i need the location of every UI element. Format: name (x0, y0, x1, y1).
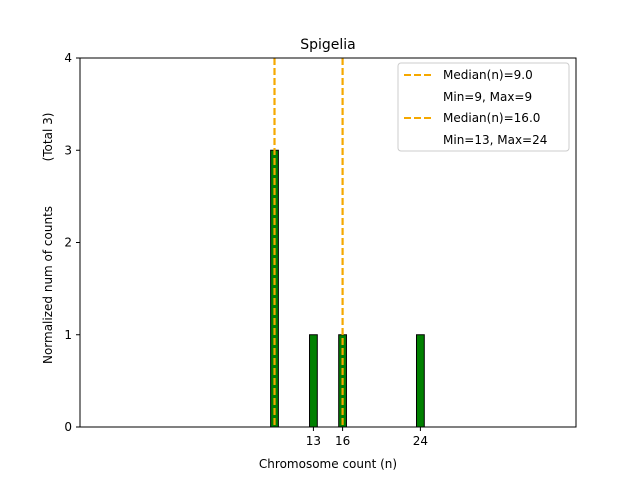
y-tick-label-0: 0 (64, 420, 72, 434)
bar-3 (416, 334, 425, 428)
y-axis-label: Normalized num of counts (41, 206, 55, 364)
legend-box (397, 62, 570, 152)
legend-label-range-1: Min=9, Max=9 (443, 90, 532, 104)
legend: Median(n)=9.0 Min=9, Max=9 Median(n)=16.… (397, 62, 570, 152)
y-tick-label-2: 2 (64, 236, 72, 250)
legend-label-range-2: Min=13, Max=24 (443, 133, 547, 147)
bar-1 (309, 334, 318, 428)
chart-title: Spigelia (300, 37, 356, 53)
y-axis-total-note: (Total 3) (41, 113, 55, 162)
y-tick-label-1: 1 (64, 328, 72, 342)
x-tick-label-24: 24 (413, 434, 428, 448)
x-axis-label: Chromosome count (n) (259, 457, 397, 471)
x-tick-label-13: 13 (306, 434, 321, 448)
y-tick-label-3: 3 (64, 143, 72, 157)
x-axis-ticks: 13 16 24 (306, 427, 428, 448)
y-axis-ticks: 0 1 2 3 4 (64, 51, 80, 434)
legend-label-median-2: Median(n)=16.0 (443, 111, 540, 125)
y-tick-label-4: 4 (64, 51, 72, 65)
median-lines-group (273, 58, 344, 427)
legend-label-median-1: Median(n)=9.0 (443, 68, 533, 82)
x-tick-label-16: 16 (335, 434, 350, 448)
